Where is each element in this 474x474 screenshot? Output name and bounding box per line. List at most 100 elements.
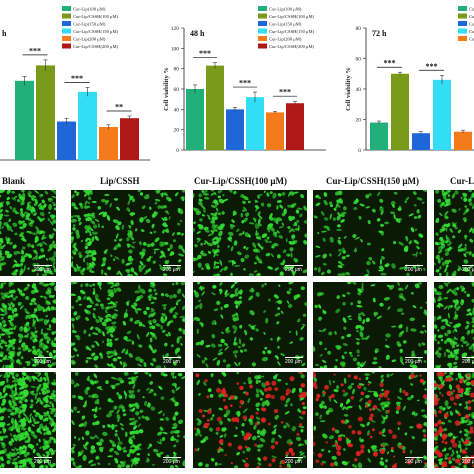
- live-cell: [444, 456, 448, 460]
- live-cell: [416, 245, 419, 249]
- live-cell: [78, 303, 83, 306]
- dead-cell: [299, 423, 303, 427]
- live-cell: [30, 399, 34, 403]
- live-cell: [260, 390, 265, 396]
- live-cell: [17, 420, 23, 423]
- live-cell: [338, 190, 343, 196]
- live-cell: [0, 190, 4, 194]
- live-cell: [39, 230, 46, 234]
- live-cell: [362, 319, 366, 325]
- live-cell: [131, 237, 135, 241]
- live-cell: [203, 409, 208, 412]
- live-cell: [116, 287, 122, 292]
- live-cell: [419, 330, 424, 334]
- live-cell: [457, 248, 461, 252]
- live-cell: [422, 429, 426, 433]
- dead-cell: [325, 441, 328, 444]
- live-cell: [452, 341, 456, 347]
- dead-cell: [379, 382, 384, 388]
- live-cell: [122, 446, 126, 451]
- dead-cell: [466, 373, 470, 378]
- live-cell: [23, 453, 27, 458]
- live-cell: [80, 205, 84, 209]
- dead-cell: [464, 439, 470, 445]
- live-cell: [46, 430, 52, 435]
- live-cell: [78, 217, 81, 222]
- live-cell: [442, 380, 445, 384]
- live-cell: [24, 253, 29, 258]
- live-cell: [342, 343, 349, 347]
- legend-swatch: [458, 6, 467, 11]
- live-cell: [276, 230, 280, 234]
- legend-swatch: [258, 21, 267, 26]
- live-cell: [251, 362, 257, 367]
- live-cell: [233, 336, 237, 343]
- live-cell: [148, 206, 152, 211]
- live-cell: [259, 397, 263, 401]
- live-cell: [264, 282, 267, 286]
- live-cell: [253, 262, 257, 265]
- live-cell: [468, 346, 473, 350]
- live-cell: [71, 342, 76, 346]
- live-cell: [4, 364, 10, 368]
- dead-cell: [336, 450, 341, 455]
- dead-cell: [436, 397, 440, 402]
- legend-label: Cur-Lip(150 μM): [73, 22, 106, 27]
- live-cell: [467, 198, 472, 203]
- live-cell: [93, 340, 98, 343]
- live-cell: [385, 354, 390, 360]
- live-cell: [464, 433, 469, 437]
- live-cell: [179, 315, 185, 319]
- legend-swatch: [62, 36, 71, 41]
- live-cell: [151, 312, 156, 317]
- live-cell: [51, 396, 55, 400]
- live-cell: [447, 236, 451, 242]
- live-cell: [244, 232, 250, 238]
- live-cell: [129, 212, 136, 216]
- live-cell: [267, 266, 273, 270]
- live-cell: [71, 355, 74, 358]
- live-cell: [1, 225, 4, 229]
- live-cell: [107, 455, 113, 458]
- scale-bar-label: 200 μm: [405, 459, 422, 465]
- live-cell: [71, 236, 74, 241]
- live-cell: [40, 255, 43, 259]
- live-cell: [242, 231, 245, 235]
- live-cell: [14, 419, 17, 425]
- live-cell: [24, 466, 29, 468]
- live-cell: [178, 253, 185, 257]
- live-cell: [160, 250, 165, 256]
- live-cell: [449, 372, 454, 376]
- live-cell: [223, 266, 228, 271]
- live-cell: [434, 315, 436, 322]
- live-cell: [206, 214, 211, 217]
- dead-cell: [296, 432, 300, 436]
- live-cell: [444, 210, 449, 216]
- live-cell: [160, 292, 165, 297]
- live-cell: [31, 375, 37, 380]
- live-cell: [22, 417, 26, 423]
- live-cell: [446, 406, 450, 409]
- live-cell: [318, 304, 322, 309]
- live-cell: [10, 453, 16, 457]
- dead-cell: [354, 458, 358, 462]
- live-cell: [335, 358, 339, 362]
- live-cell: [113, 302, 117, 308]
- live-cell: [211, 292, 216, 295]
- live-cell: [42, 308, 46, 313]
- live-cell: [108, 462, 111, 466]
- live-cell: [322, 433, 328, 439]
- live-cell: [236, 228, 240, 233]
- live-cell: [84, 401, 87, 407]
- live-cell: [209, 417, 214, 421]
- live-cell: [170, 344, 174, 348]
- live-cell: [381, 388, 384, 392]
- live-cell: [25, 321, 30, 326]
- live-cell: [193, 227, 195, 232]
- live-cell: [90, 449, 94, 454]
- dead-cell: [331, 393, 335, 398]
- live-cell: [162, 229, 166, 234]
- live-cell: [437, 458, 444, 462]
- live-cell: [52, 350, 56, 353]
- live-cell: [20, 237, 27, 242]
